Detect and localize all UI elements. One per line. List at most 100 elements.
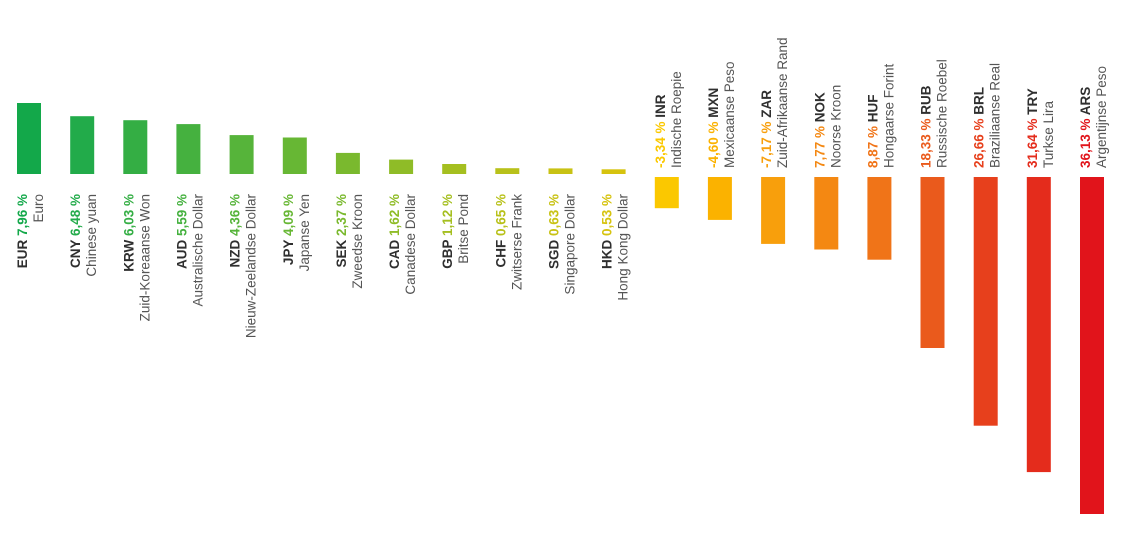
label-rub: 18,33 % RUB Russische Roebel (919, 59, 950, 168)
bar-nok (814, 177, 839, 250)
label-code-value: KRW 6,03 % (121, 194, 136, 272)
label-jpy: JPY 4,09 % Japanse Yen (281, 194, 312, 271)
label-code-value: AUD 5,59 % (174, 194, 189, 269)
label-code-value: HKD 0,53 % (600, 194, 615, 269)
bar-brl (973, 177, 998, 426)
bar-mxn (707, 177, 732, 220)
currency-name: Chinese yuan (84, 194, 99, 277)
currency-name: Braziliaanse Real (988, 63, 1003, 168)
currency-code: KRW (121, 236, 136, 272)
currency-value: 7,77 % (812, 122, 827, 168)
currency-code: NOK (812, 92, 827, 122)
currency-value: 5,59 % (174, 194, 189, 236)
currency-value: 18,33 % (919, 115, 934, 168)
bar-zar (761, 177, 786, 244)
currency-code: CAD (387, 236, 402, 269)
currency-value: 4,36 % (228, 194, 243, 236)
currency-code: SGD (547, 236, 562, 269)
label-eur: EUR 7,96 % Euro (15, 194, 46, 268)
currency-name: Japanse Yen (297, 194, 312, 271)
label-huf: 8,87 % HUF Hongaarse Forint (865, 63, 896, 168)
label-krw: KRW 6,03 % Zuid-Koreaanse Won (121, 194, 152, 321)
label-mxn: -4,60 % MXN Mexicaanse Peso (706, 61, 737, 168)
currency-value: -4,60 % (706, 118, 721, 168)
currency-code: CNY (68, 236, 83, 268)
currency-code: SEK (334, 236, 349, 268)
label-ars: 36,13 % ARS Argentijnse Peso (1078, 66, 1109, 168)
label-gbp: GBP 1,12 % Britse Pond (440, 194, 471, 269)
currency-name: Zweedse Kroon (350, 194, 365, 289)
currency-value: 6,03 % (121, 194, 136, 236)
currency-code: CHF (493, 236, 508, 268)
label-aud: AUD 5,59 % Australische Dollar (174, 194, 205, 307)
currency-value: 6,48 % (68, 194, 83, 236)
label-code-value: JPY 4,09 % (281, 194, 296, 265)
label-code-value: GBP 1,12 % (440, 194, 455, 269)
label-code-value: SGD 0,63 % (547, 194, 562, 269)
currency-name: Noorse Kroon (828, 85, 843, 168)
bar-gbp (442, 164, 467, 174)
currency-code: RUB (919, 85, 934, 114)
currency-name: Hong Kong Dollar (616, 194, 631, 301)
currency-value: 26,66 % (972, 115, 987, 168)
currency-value: 0,63 % (547, 194, 562, 236)
currency-name: Zuid-Afrikaanse Rand (775, 37, 790, 168)
bar-rub (920, 177, 945, 348)
currency-value: 36,13 % (1078, 115, 1093, 168)
bar-ars (1080, 177, 1104, 514)
currency-code: ZAR (759, 90, 774, 118)
currency-name: Turkse Lira (1041, 100, 1056, 168)
label-code-value: 31,64 % TRY (1025, 88, 1040, 168)
currency-name: Zuid-Koreaanse Won (137, 194, 152, 321)
currency-name: Nieuw-Zeelandse Dollar (244, 194, 259, 339)
currency-code: HKD (600, 236, 615, 269)
currency-code: TRY (1025, 88, 1040, 115)
currency-name: Hongaarse Forint (881, 63, 896, 168)
label-code-value: -3,34 % INR (653, 94, 668, 168)
currency-code: INR (653, 94, 668, 118)
currency-code: GBP (440, 236, 455, 269)
label-code-value: 36,13 % ARS (1078, 87, 1093, 168)
labels-group: EUR 7,96 % Euro CNY 6,48 % Chinese yuan KRW … (15, 37, 1109, 338)
currency-code: AUD (174, 236, 189, 269)
currency-code: HUF (865, 94, 880, 122)
label-nzd: NZD 4,36 % Nieuw-Zeelandse Dollar (228, 194, 259, 339)
currency-value: 8,87 % (865, 122, 880, 168)
bar-hkd (601, 169, 626, 174)
label-code-value: 8,87 % HUF (865, 94, 880, 168)
label-chf: CHF 0,65 % Zwitserse Frank (493, 194, 524, 290)
bar-aud (176, 124, 201, 174)
currency-code: NZD (228, 236, 243, 268)
bar-cny (70, 116, 95, 174)
label-code-value: SEK 2,37 % (334, 194, 349, 268)
currency-name: Mexicaanse Peso (722, 61, 737, 168)
bar-sgd (548, 168, 573, 174)
label-sgd: SGD 0,63 % Singapore Dollar (547, 194, 578, 295)
label-code-value: -4,60 % MXN (706, 88, 721, 168)
currency-name: Russische Roebel (935, 59, 950, 168)
label-code-value: 18,33 % RUB (919, 85, 934, 168)
currency-value: -3,34 % (653, 118, 668, 168)
bar-try (1026, 177, 1051, 473)
bar-huf (867, 177, 892, 260)
bar-inr (654, 177, 679, 209)
label-sek: SEK 2,37 % Zweedse Kroon (334, 194, 365, 289)
bars-group (17, 103, 1104, 514)
currency-name: Argentijnse Peso (1094, 66, 1109, 168)
currency-value: 2,37 % (334, 194, 349, 236)
label-brl: 26,66 % BRL Braziliaanse Real (972, 63, 1003, 168)
bar-jpy (282, 137, 307, 174)
bar-krw (123, 120, 148, 174)
currency-code: ARS (1078, 87, 1093, 116)
label-code-value: CAD 1,62 % (387, 194, 402, 269)
currency-code: EUR (15, 236, 30, 268)
label-code-value: CNY 6,48 % (68, 194, 83, 268)
label-code-value: EUR 7,96 % (15, 194, 30, 268)
currency-code: JPY (281, 236, 296, 265)
currency-name: Britse Pond (456, 194, 471, 264)
currency-name: Australische Dollar (190, 194, 205, 307)
currency-name: Euro (31, 194, 46, 223)
currency-name: Canadese Dollar (403, 194, 418, 295)
currency-value: 1,12 % (440, 194, 455, 236)
